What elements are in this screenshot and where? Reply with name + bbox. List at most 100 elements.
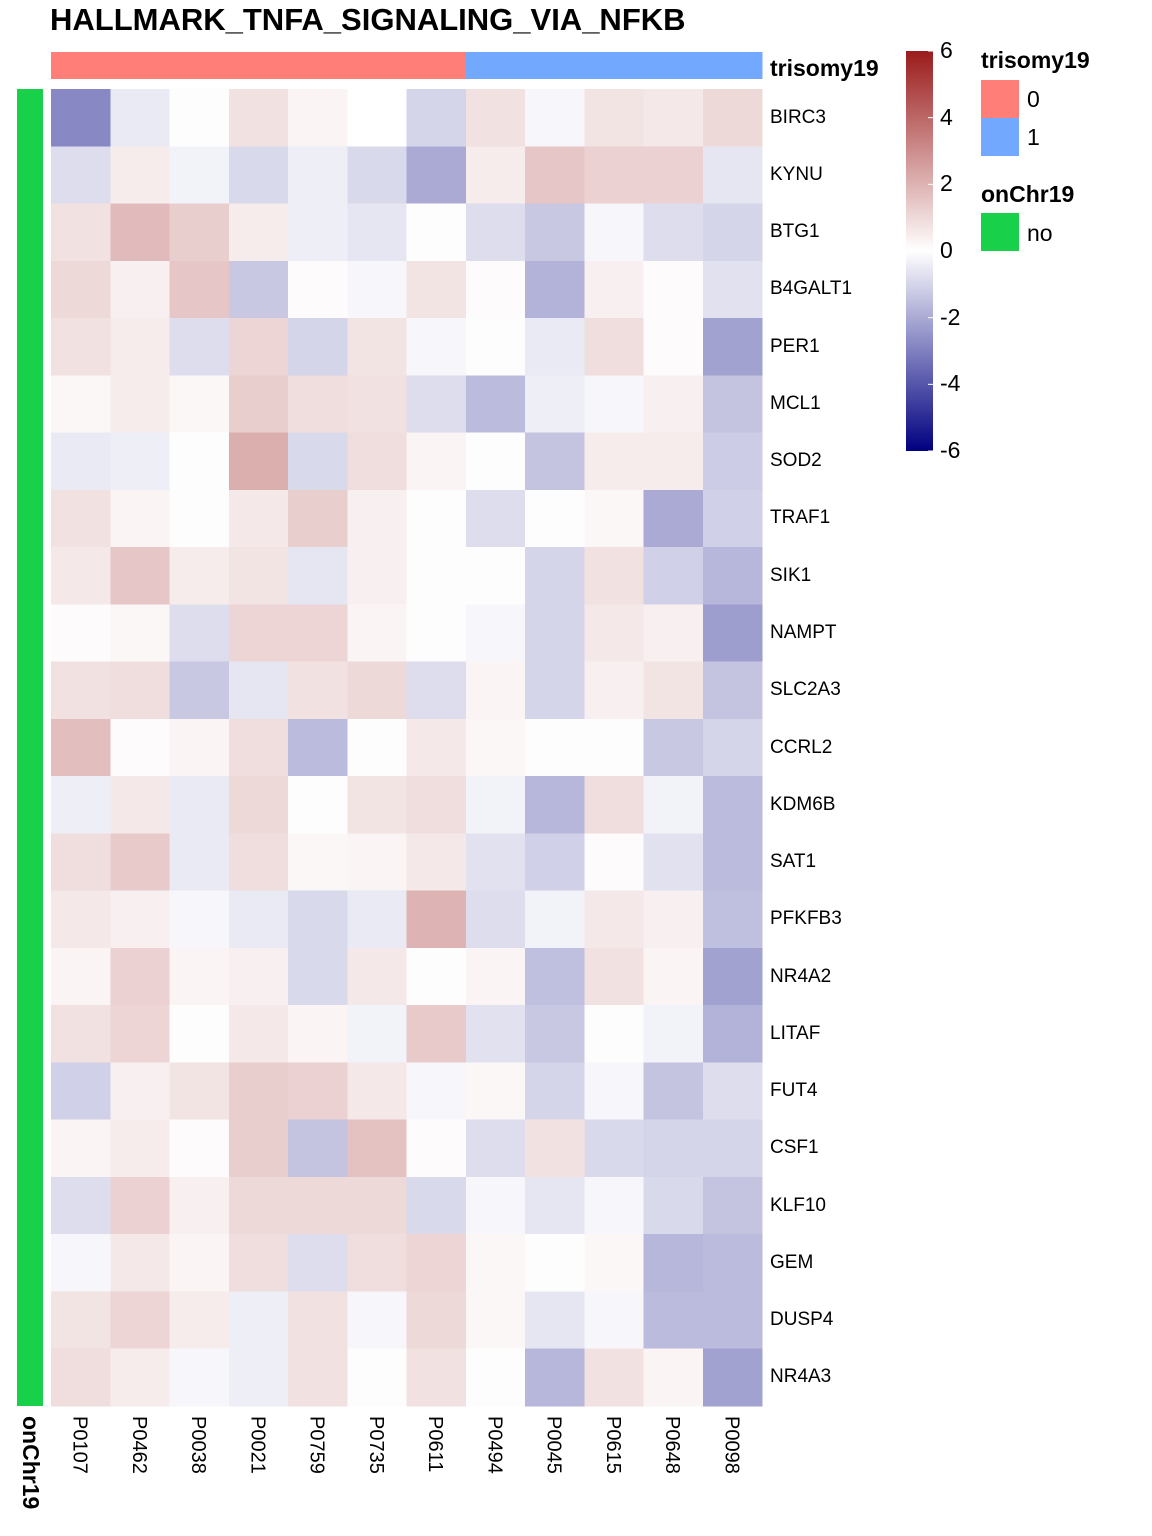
heatmap-cell-KYNU-P0735 [347, 146, 408, 205]
heatmap-cell-PFKFB3-P0107 [51, 890, 111, 949]
heatmap-cell-SAT1-P0759 [288, 833, 348, 892]
heatmap-cell-BIRC3-P0648 [643, 89, 704, 147]
heatmap-cell-NR4A3-P0038 [169, 1348, 230, 1407]
legend-title-onChr19: onChr19 [981, 181, 1075, 207]
heatmap-cell-PFKFB3-P0615 [584, 890, 645, 949]
heatmap-cell-SOD2-P0648 [643, 432, 704, 491]
heatmap-cell-LITAF-P0615 [584, 1005, 645, 1064]
heatmap-cell-NR4A2-P0759 [288, 947, 348, 1006]
heatmap-cell-FUT4-P0759 [288, 1062, 348, 1121]
column-annotation-cell-P0615 [584, 52, 645, 79]
heatmap-cell-SOD2-P0615 [584, 432, 645, 491]
heatmap-cell-DUSP4-P0462 [110, 1291, 171, 1350]
column-label-P0038: P0038 [187, 1416, 210, 1474]
heatmap-cell-TRAF1-P0045 [525, 489, 585, 548]
heatmap-cell-B4GALT1-P0615 [584, 260, 645, 319]
heatmap-cell-NR4A3-P0648 [643, 1348, 704, 1407]
heatmap-cell-SIK1-P0098 [702, 547, 763, 605]
heatmap-cell-PER1-P0615 [584, 318, 645, 376]
heatmap-cell-DUSP4-P0615 [584, 1291, 645, 1350]
heatmap-cell-CSF1-P0615 [584, 1119, 645, 1178]
heatmap-cell-NAMPT-P0759 [288, 604, 348, 663]
heatmap-cell-SIK1-P0759 [288, 547, 348, 605]
heatmap-cell-DUSP4-P0045 [525, 1291, 585, 1350]
heatmap-cell-PFKFB3-P0735 [347, 890, 408, 949]
heatmap-cell-SOD2-P0045 [525, 432, 585, 491]
heatmap-cell-TRAF1-P0462 [110, 489, 171, 548]
heatmap-cell-SAT1-P0615 [584, 833, 645, 892]
heatmap-cell-FUT4-P0462 [110, 1062, 171, 1121]
heatmap-cell-B4GALT1-P0098 [702, 260, 763, 319]
heatmap-cell-DUSP4-P0107 [51, 1291, 111, 1350]
heatmap-cell-SIK1-P0494 [465, 547, 526, 605]
heatmap-cell-SAT1-P0494 [465, 833, 526, 892]
heatmap-cell-SIK1-P0107 [51, 547, 111, 605]
heatmap-cell-MCL1-P0038 [169, 375, 230, 434]
heatmap-cell-GEM-P0611 [406, 1234, 467, 1293]
heatmap-cell-MCL1-P0045 [525, 375, 585, 434]
heatmap-cell-SAT1-P0648 [643, 833, 704, 892]
legend-label-trisomy19-1: 1 [1027, 124, 1040, 150]
row-label-DUSP4: DUSP4 [770, 1309, 834, 1331]
heatmap-cell-NAMPT-P0038 [169, 604, 230, 663]
column-label-P0021: P0021 [246, 1416, 269, 1474]
heatmap-cell-SLC2A3-P0462 [110, 661, 171, 720]
row-annotation-label: onChr19 [18, 1416, 44, 1510]
row-label-SLC2A3: SLC2A3 [770, 679, 841, 701]
column-label-P0648: P0648 [661, 1416, 684, 1474]
heatmap-cell-KLF10-P0648 [643, 1176, 704, 1235]
heatmap-cell-BIRC3-P0107 [51, 89, 111, 147]
heatmap-cell-CCRL2-P0098 [702, 718, 763, 777]
row-label-CSF1: CSF1 [770, 1137, 819, 1159]
heatmap-cell-FUT4-P0045 [525, 1062, 585, 1121]
heatmap-cell-NR4A3-P0462 [110, 1348, 171, 1407]
heatmap-cell-BIRC3-P0098 [702, 89, 763, 147]
heatmap-cell-PER1-P0045 [525, 318, 585, 376]
colorbar-tick-label: 6 [940, 37, 953, 63]
heatmap-cell-KYNU-P0494 [465, 146, 526, 205]
heatmap-cell-B4GALT1-P0021 [228, 260, 289, 319]
heatmap-cell-FUT4-P0494 [465, 1062, 526, 1121]
heatmap-cell-TRAF1-P0494 [465, 489, 526, 548]
colorbar-tick-label: -6 [940, 437, 961, 463]
heatmap-cell-BTG1-P0648 [643, 203, 704, 262]
heatmap-cell-LITAF-P0648 [643, 1005, 704, 1064]
heatmap-cell-SAT1-P0611 [406, 833, 467, 892]
heatmap-cell-PER1-P0038 [169, 318, 230, 376]
heatmap-cell-KDM6B-P0735 [347, 776, 408, 834]
heatmap-cell-CCRL2-P0735 [347, 718, 408, 777]
heatmap-cell-SIK1-P0735 [347, 547, 408, 605]
heatmap-cell-CSF1-P0021 [228, 1119, 289, 1178]
legend-swatch-trisomy19-1 [981, 118, 1019, 156]
heatmap-cell-B4GALT1-P0462 [110, 260, 171, 319]
heatmap-cell-TRAF1-P0611 [406, 489, 467, 548]
heatmap-cell-FUT4-P0098 [702, 1062, 763, 1121]
heatmap-cell-MCL1-P0615 [584, 375, 645, 434]
heatmap-cell-KLF10-P0494 [465, 1176, 526, 1235]
heatmap-cell-LITAF-P0611 [406, 1005, 467, 1064]
colorbar-tick-label: -2 [940, 303, 961, 330]
heatmap-cell-SLC2A3-P0648 [643, 661, 704, 720]
heatmap-cell-B4GALT1-P0494 [465, 260, 526, 319]
heatmap-cell-B4GALT1-P0107 [51, 260, 111, 319]
row-label-BIRC3: BIRC3 [770, 106, 826, 128]
heatmap-cell-LITAF-P0045 [525, 1005, 585, 1064]
heatmap-cell-GEM-P0494 [465, 1234, 526, 1293]
legend-title-trisomy19: trisomy19 [981, 47, 1090, 73]
heatmap-cell-GEM-P0759 [288, 1234, 348, 1293]
row-label-NR4A3: NR4A3 [770, 1366, 832, 1388]
column-label-P0615: P0615 [601, 1416, 624, 1474]
heatmap-cell-NR4A3-P0759 [288, 1348, 348, 1407]
heatmap-cell-SIK1-P0462 [110, 547, 171, 605]
heatmap-cell-MCL1-P0098 [702, 375, 763, 434]
heatmap-cell-NR4A3-P0611 [406, 1348, 467, 1407]
heatmap-cell-KLF10-P0021 [228, 1176, 289, 1235]
heatmap-cell-CCRL2-P0462 [110, 718, 171, 777]
heatmap-cell-SOD2-P0611 [406, 432, 467, 491]
heatmap-cell-GEM-P0098 [702, 1234, 763, 1293]
row-label-FUT4: FUT4 [770, 1080, 818, 1102]
heatmap-cell-SAT1-P0045 [525, 833, 585, 892]
heatmap-cell-KYNU-P0021 [228, 146, 289, 205]
heatmap-cell-SIK1-P0045 [525, 547, 585, 605]
